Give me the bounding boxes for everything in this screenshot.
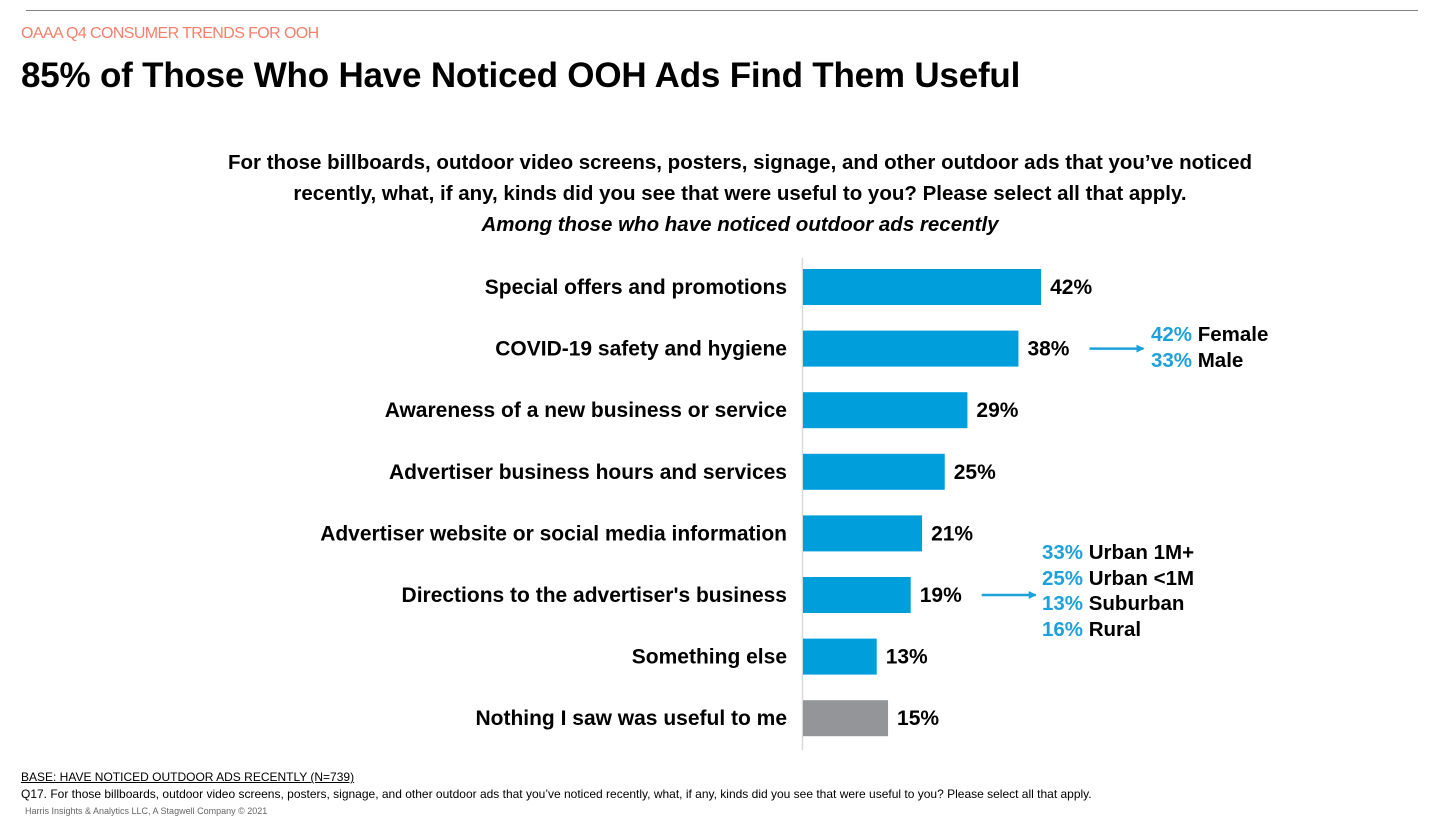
- top-divider: [26, 10, 1418, 11]
- value-label: 13%: [886, 646, 928, 669]
- footer-base-note: BASE: HAVE NOTICED OUTDOOR ADS RECENTLY …: [21, 770, 355, 784]
- value-label: 25%: [954, 461, 996, 484]
- callout-line: 13% Suburban: [1042, 591, 1194, 617]
- callout-line: 33% Male: [1151, 348, 1268, 374]
- category-label: Advertiser business hours and services: [389, 461, 787, 484]
- value-label: 21%: [931, 522, 973, 545]
- value-label: 19%: [920, 584, 962, 607]
- category-label: Directions to the advertiser's business: [402, 584, 787, 607]
- footer-copyright: Harris Insights & Analytics LLC, A Stagw…: [25, 806, 268, 816]
- question-subtitle: Among those who have noticed outdoor ads…: [481, 213, 999, 236]
- callout-segment-label: Suburban: [1083, 592, 1185, 615]
- callout-segment-label: Urban <1M: [1083, 566, 1195, 590]
- question-line-1: For those billboards, outdoor video scre…: [228, 151, 1252, 174]
- category-label: COVID-19 safety and hygiene: [495, 338, 787, 361]
- bar: [803, 392, 968, 429]
- bar: [803, 515, 923, 552]
- bar: [803, 453, 945, 490]
- footer-question-note: Q17. For those billboards, outdoor video…: [21, 787, 1092, 801]
- callout-line: 42% Female: [1151, 322, 1268, 348]
- callout-percent: 25%: [1042, 566, 1084, 590]
- callout-gender: 42% Female 33% Male: [1151, 322, 1268, 373]
- category-label: Something else: [632, 646, 787, 669]
- callout-percent: 16%: [1042, 617, 1084, 641]
- callout-percent: 33%: [1151, 348, 1193, 372]
- category-label: Nothing I saw was useful to me: [475, 707, 787, 730]
- bar: [803, 577, 911, 613]
- bar: [803, 330, 1019, 367]
- callout-segment-label: Rural: [1083, 617, 1142, 641]
- category-label: Special offers and promotions: [485, 276, 787, 299]
- callout-urbanicity: 33% Urban 1M+ 25% Urban <1M 13% Suburban 16…: [1042, 540, 1194, 642]
- callout-segment-label: Male: [1192, 348, 1244, 372]
- callout-percent: 13%: [1042, 592, 1084, 615]
- category-label: Advertiser website or social media infor…: [320, 522, 787, 545]
- report-kicker: OAAA Q4 CONSUMER TRENDS FOR OOH: [21, 25, 319, 42]
- category-label: Awareness of a new business or service: [385, 399, 787, 422]
- page-title: 85% of Those Who Have Noticed OOH Ads Fi…: [21, 56, 1021, 95]
- value-label: 38%: [1027, 338, 1069, 361]
- value-label: 15%: [897, 707, 939, 730]
- callout-line: 16% Rural: [1042, 617, 1194, 643]
- callout-percent: 33%: [1042, 541, 1084, 564]
- bar: [803, 700, 889, 737]
- question-line-2: recently, what, if any, kinds did you se…: [293, 182, 1187, 205]
- callout-line: 33% Urban 1M+: [1042, 540, 1194, 566]
- callout-line: 25% Urban <1M: [1042, 566, 1194, 592]
- bar: [803, 269, 1042, 305]
- callout-segment-label: Female: [1192, 323, 1269, 346]
- callout-segment-label: Urban 1M+: [1083, 541, 1195, 564]
- value-label: 29%: [976, 399, 1018, 422]
- bar: [803, 638, 877, 675]
- callout-percent: 42%: [1151, 323, 1193, 346]
- survey-question: For those billboards, outdoor video scre…: [140, 147, 1340, 240]
- value-label: 42%: [1050, 276, 1092, 299]
